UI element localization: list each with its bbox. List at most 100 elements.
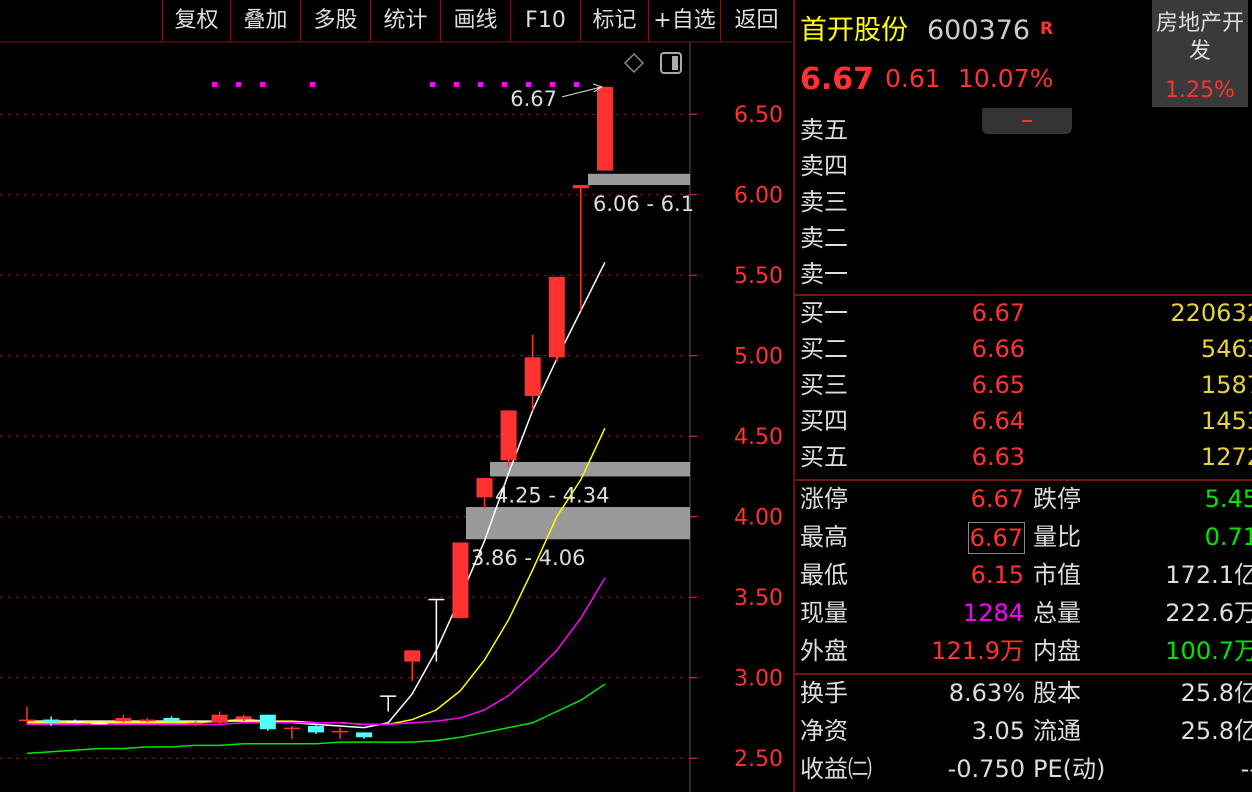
toolbar-button[interactable]: 统计 <box>370 0 440 42</box>
buy-label: 买五 <box>800 443 848 471</box>
candle-body <box>187 722 204 725</box>
candle-body <box>259 714 276 730</box>
divider <box>795 479 1252 481</box>
candle-body <box>91 722 108 725</box>
change-pct: 10.07% <box>958 64 1054 93</box>
finance-label: 收益㈡ <box>800 755 872 783</box>
stat-label: 涨停 <box>800 485 848 513</box>
y-tick-label: 5.00 <box>734 345 783 370</box>
stat-label: 市值 <box>1033 561 1081 589</box>
sector-pct: 1.25% <box>1165 78 1235 103</box>
buy-price: 6.65 <box>971 371 1025 399</box>
y-tick-label: 2.50 <box>734 747 783 772</box>
buy-label: 买二 <box>800 335 848 363</box>
finance-value: 25.8亿 <box>1180 679 1252 707</box>
candle-body <box>572 185 589 189</box>
finance-value: 3.05 <box>971 717 1025 745</box>
buy-volume: 220632 <box>1170 299 1252 327</box>
stat-label: 跌停 <box>1033 485 1081 513</box>
stat-label: 现量 <box>800 599 848 627</box>
stat-label: 外盘 <box>800 637 848 665</box>
moving-average <box>26 683 606 755</box>
buy-volume: 5463 <box>1200 335 1252 363</box>
toolbar-button[interactable]: 返回 <box>720 0 792 42</box>
candle-body <box>283 727 300 730</box>
stat-value: 222.6万 <box>1165 599 1252 627</box>
stat-label: 最低 <box>800 561 848 589</box>
divider <box>795 294 1252 296</box>
buy-label: 买四 <box>800 407 848 435</box>
y-tick-label: 6.00 <box>734 184 783 209</box>
buy-price: 6.66 <box>971 335 1025 363</box>
diamond-icon[interactable] <box>623 52 645 74</box>
sell-label: 卖五 <box>800 116 848 144</box>
y-tick-label: 3.00 <box>734 667 783 692</box>
buy-price: 6.63 <box>971 443 1025 471</box>
y-tick-label: 3.50 <box>734 586 783 611</box>
sell-label: 卖四 <box>800 152 848 180</box>
collapse-icon <box>1022 110 1032 122</box>
candle-body <box>428 598 445 601</box>
buy-label: 买一 <box>800 299 848 327</box>
buy-volume: 1453 <box>1200 407 1252 435</box>
finance-label: 净资 <box>800 717 848 745</box>
stat-label: 最高 <box>800 523 848 551</box>
finance-label: PE(动) <box>1033 755 1106 783</box>
toolbar-button[interactable]: 画线 <box>440 0 510 42</box>
stat-value: 6.67 <box>970 485 1024 513</box>
buy-price: 6.67 <box>971 299 1025 327</box>
stat-value: 5.45 <box>1204 485 1252 513</box>
stat-label: 内盘 <box>1033 637 1081 665</box>
y-tick-label: 4.50 <box>734 425 783 450</box>
sector-box[interactable]: 房地产开发 1.25% <box>1152 0 1248 107</box>
stat-value: 0.71 <box>1204 523 1252 551</box>
candle-body <box>163 717 180 722</box>
divider <box>795 673 1252 675</box>
buy-volume: 1587 <box>1200 371 1252 399</box>
candle-body <box>19 719 35 722</box>
stat-label: 总量 <box>1033 599 1081 627</box>
finance-value: -- <box>1240 755 1252 783</box>
candle-body <box>332 730 349 733</box>
moving-average <box>27 577 606 726</box>
finance-value: -0.750 <box>947 755 1025 783</box>
quote-panel: 首开股份 600376 R 6.67 0.61 10.07% 房地产开发 1.25% 卖五 卖四卖… <box>793 0 1252 792</box>
panel-toggle-icon[interactable] <box>660 52 682 74</box>
candle-body <box>404 650 421 662</box>
candle-body <box>356 732 373 738</box>
marker-dots <box>212 82 579 87</box>
last-price-label: 6.67 <box>510 87 557 111</box>
toolbar-button[interactable]: F10 <box>510 0 580 42</box>
price-zone <box>466 507 690 540</box>
toolbar-button[interactable]: +自选 <box>648 0 720 42</box>
toolbar-button[interactable]: 复权 <box>162 0 230 42</box>
candle-body <box>476 478 493 498</box>
sell-label: 卖一 <box>800 260 848 288</box>
last-price-arrow <box>561 83 604 98</box>
candle-body <box>307 725 324 733</box>
panel-toggle-fill <box>672 56 678 70</box>
kline-chart: 2.50 3.00 3.50 4.00 4.50 5.00 5.50 6.00 6.50 6.06… <box>0 41 792 792</box>
y-tick-label: 5.50 <box>734 264 783 289</box>
sector-name: 房地产开发 <box>1155 11 1244 64</box>
price-zone <box>490 461 690 477</box>
candle-body <box>524 357 541 396</box>
finance-value: 8.63% <box>948 679 1025 707</box>
candle-body <box>596 86 613 171</box>
candle-body <box>452 542 469 619</box>
candle-body <box>115 717 132 722</box>
finance-label: 换手 <box>800 679 848 707</box>
finance-label: 股本 <box>1033 679 1081 707</box>
price-zone <box>588 173 690 186</box>
finance-label: 流通 <box>1033 717 1081 745</box>
stat-value: 1284 <box>962 599 1024 627</box>
toolbar-button[interactable]: 标记 <box>580 0 648 42</box>
stat-value: 172.1亿 <box>1165 561 1252 589</box>
stock-name: 首开股份 <box>800 15 908 46</box>
toolbar-button[interactable]: 多股 <box>300 0 370 42</box>
toolbar-button[interactable]: 叠加 <box>230 0 300 42</box>
stat-value: 100.7万 <box>1165 637 1252 665</box>
price-zone-label: 6.06 - 6.1 <box>593 192 694 216</box>
sell-label: 卖二 <box>800 224 848 252</box>
price-zone-label: 4.25 - 4.34 <box>495 483 609 507</box>
